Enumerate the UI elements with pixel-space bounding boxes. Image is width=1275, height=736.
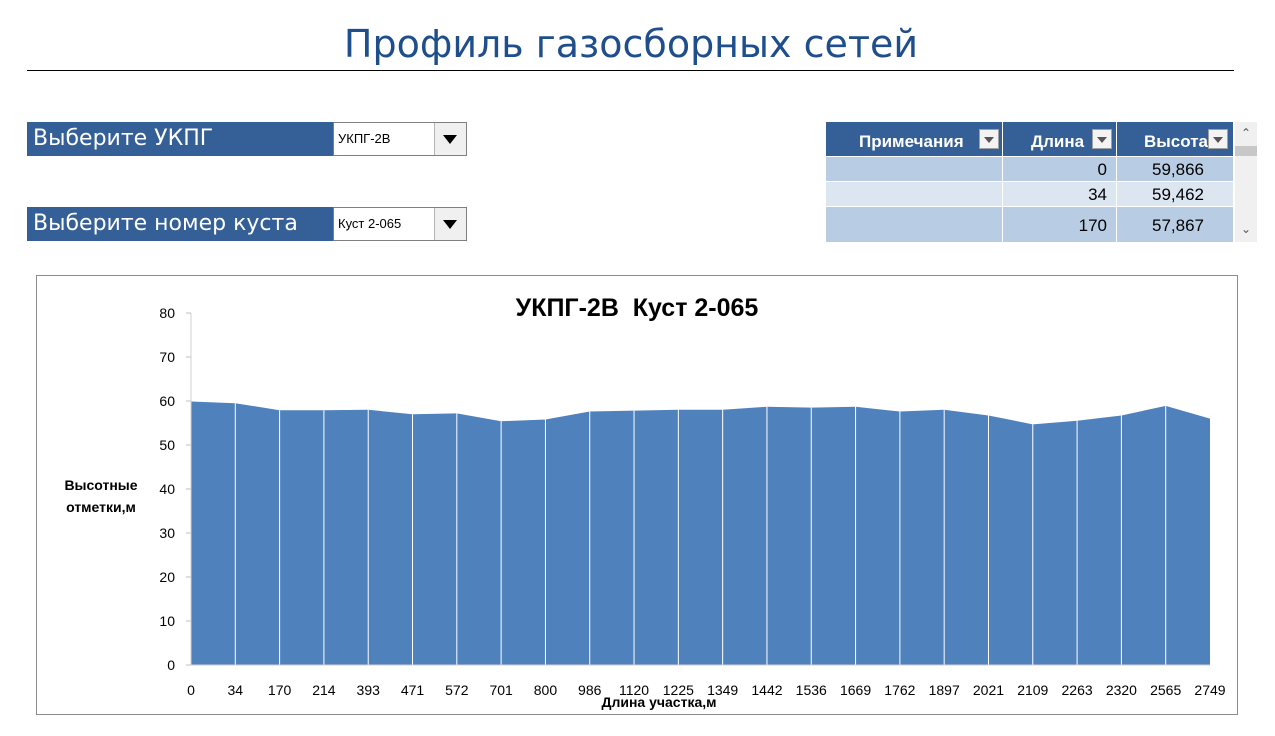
filter-icon[interactable] [1092,129,1112,149]
x-tick-label: 1669 [840,682,871,698]
column-divider [1002,122,1003,242]
bush-dropdown-arrow-icon[interactable] [434,208,466,240]
x-tick-label: 1762 [884,682,915,698]
x-tick-label: 214 [312,682,336,698]
y-tick-label: 70 [159,349,175,365]
scroll-thumb[interactable] [1235,146,1257,156]
x-tick-label: 2021 [973,682,1004,698]
x-tick-label: 800 [534,682,558,698]
y-tick-label: 80 [159,305,175,321]
y-tick-label: 40 [159,481,175,497]
x-tick-label: 2565 [1150,682,1181,698]
bush-dropdown[interactable]: Куст 2-065 [333,207,467,241]
scroll-up-icon[interactable]: ⌃ [1240,126,1252,140]
y-tick-label: 60 [159,393,175,409]
profile-chart: УКПГ-2В Куст 2-065 Высотные отметки,м 0 1… [36,275,1238,715]
notes-cell [826,157,996,181]
page-title: Профиль газосборных сетей [343,22,919,66]
x-tick-label: 1349 [707,682,738,698]
notes-cell [826,182,996,206]
table-row[interactable]: 170 57,867 [826,207,1233,242]
filter-icon[interactable] [979,129,999,149]
x-tick-label: 1225 [663,682,694,698]
height-cell: 57,867 [1152,216,1204,235]
x-tick-label: 701 [489,682,513,698]
x-tick-label: 471 [401,682,425,698]
bush-value: Куст 2-065 [338,216,402,231]
column-header-notes: Примечания [826,122,1001,156]
height-cell: 59,866 [1152,160,1204,179]
x-tick-label: 2320 [1106,682,1137,698]
table-row[interactable]: 0 59,866 [826,157,1233,181]
x-tick-label: 2263 [1062,682,1093,698]
length-cell: 170 [1078,216,1107,235]
x-axis-label: Длина участка,м [601,694,717,710]
scroll-down-icon[interactable]: ⌄ [1240,222,1252,236]
bush-selector: Выберите номер куста Куст 2-065 [27,207,467,241]
table-header: Примечания Длина Высота [826,122,1233,156]
x-tick-label: 2749 [1194,682,1225,698]
bush-label: Выберите номер куста [27,207,333,241]
y-tick-label: 20 [159,569,175,585]
y-axis-label: Высотные отметки,м [64,477,138,515]
height-cell: 59,462 [1152,185,1204,204]
length-cell: 0 [1097,160,1107,179]
chart-title: УКПГ-2В Куст 2-065 [515,294,759,322]
table-scrollbar[interactable]: ⌃ ⌄ [1235,122,1257,242]
notes-cell [826,207,996,242]
x-tick-label: 34 [228,682,244,698]
x-tick-label: 1120 [619,682,649,698]
ukpg-selector: Выберите УКПГ УКПГ-2В [27,122,467,156]
x-tick-label: 2109 [1017,682,1048,698]
column-divider [1116,122,1117,242]
x-tick-label: 0 [187,682,195,698]
column-header-length: Длина [1003,122,1115,156]
length-cell: 34 [1088,185,1107,204]
x-tick-label: 1536 [796,682,827,698]
ukpg-dropdown-arrow-icon[interactable] [434,123,466,155]
x-tick-label: 572 [445,682,469,698]
area-series [191,401,1210,665]
y-tick-label: 30 [159,525,175,541]
ukpg-value: УКПГ-2В [338,131,391,146]
ukpg-label: Выберите УКПГ [27,122,333,156]
y-tick-label: 0 [167,657,175,673]
x-tick-label: 393 [357,682,381,698]
filter-icon[interactable] [1208,129,1228,149]
x-tick-label: 986 [578,682,602,698]
table-row[interactable]: 34 59,462 [826,182,1233,206]
x-tick-label: 1442 [751,682,782,698]
y-tick-label: 50 [159,437,175,453]
x-tick-label: 1897 [929,682,960,698]
title-divider [27,70,1234,71]
column-header-height: Высота [1117,122,1233,156]
ukpg-dropdown[interactable]: УКПГ-2В [333,122,467,156]
x-tick-label: 170 [268,682,292,698]
y-tick-label: 10 [159,613,175,629]
